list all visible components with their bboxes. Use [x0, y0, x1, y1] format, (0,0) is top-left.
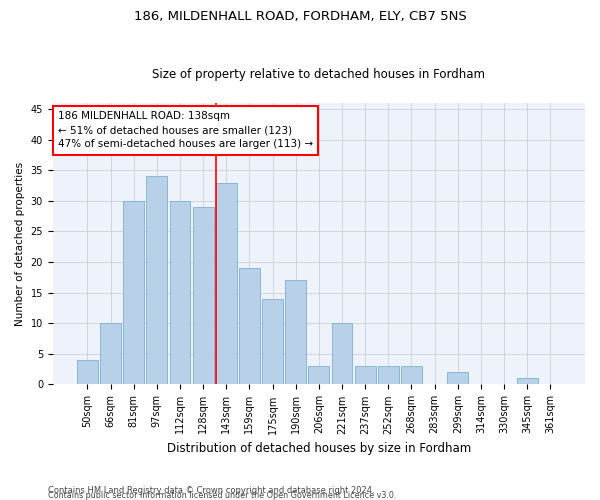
- Bar: [123, 201, 144, 384]
- Bar: [216, 182, 237, 384]
- Title: Size of property relative to detached houses in Fordham: Size of property relative to detached ho…: [152, 68, 485, 81]
- Bar: [239, 268, 260, 384]
- Bar: [286, 280, 306, 384]
- Y-axis label: Number of detached properties: Number of detached properties: [15, 162, 25, 326]
- X-axis label: Distribution of detached houses by size in Fordham: Distribution of detached houses by size …: [167, 442, 471, 455]
- Text: Contains public sector information licensed under the Open Government Licence v3: Contains public sector information licen…: [48, 491, 397, 500]
- Bar: [193, 207, 214, 384]
- Bar: [100, 324, 121, 384]
- Bar: [401, 366, 422, 384]
- Bar: [448, 372, 468, 384]
- Bar: [262, 299, 283, 384]
- Bar: [355, 366, 376, 384]
- Bar: [308, 366, 329, 384]
- Bar: [332, 324, 352, 384]
- Text: 186, MILDENHALL ROAD, FORDHAM, ELY, CB7 5NS: 186, MILDENHALL ROAD, FORDHAM, ELY, CB7 …: [134, 10, 466, 23]
- Text: 186 MILDENHALL ROAD: 138sqm
← 51% of detached houses are smaller (123)
47% of se: 186 MILDENHALL ROAD: 138sqm ← 51% of det…: [58, 112, 313, 150]
- Bar: [378, 366, 399, 384]
- Bar: [146, 176, 167, 384]
- Bar: [170, 201, 190, 384]
- Text: Contains HM Land Registry data © Crown copyright and database right 2024.: Contains HM Land Registry data © Crown c…: [48, 486, 374, 495]
- Bar: [77, 360, 98, 384]
- Bar: [517, 378, 538, 384]
